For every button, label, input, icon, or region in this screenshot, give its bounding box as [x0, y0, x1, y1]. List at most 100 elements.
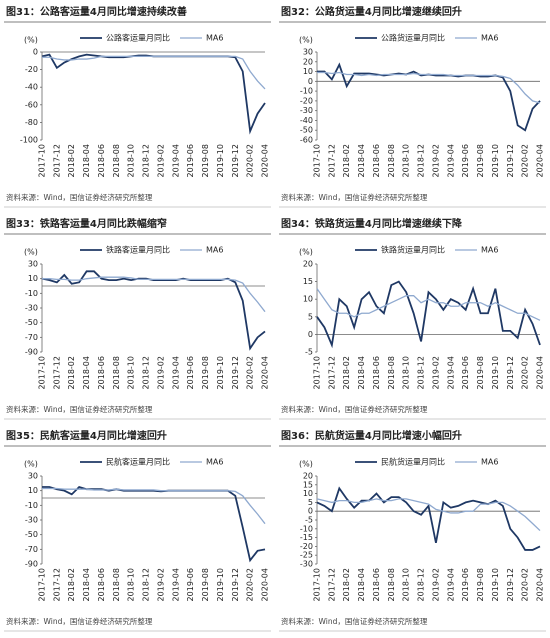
y-tick-label: -20 — [300, 542, 313, 551]
x-tick-label: 2019-04 — [446, 144, 455, 177]
x-tick-label: 2018-06 — [372, 356, 381, 389]
x-tick-label: 2020-04 — [536, 568, 545, 601]
x-tick-label: 2019-08 — [201, 568, 210, 601]
x-tick-label: 2019-10 — [216, 356, 225, 389]
x-tick-label: 2019-10 — [491, 356, 500, 389]
x-tick-label: 2018-12 — [142, 568, 151, 601]
x-tick-label: 2018-10 — [402, 356, 411, 389]
x-tick-label: 2018-12 — [417, 356, 426, 389]
y-tick-label: 10 — [303, 489, 313, 498]
x-tick-label: 2020-04 — [261, 356, 270, 389]
x-tick-label: 2017-10 — [313, 144, 322, 177]
y-tick-label: -70 — [25, 333, 38, 342]
x-tick-label: 2017-12 — [52, 356, 61, 389]
x-tick-label: 2019-04 — [446, 356, 455, 389]
x-tick-label: 2017-12 — [52, 144, 61, 177]
x-tick-label: 2018-06 — [372, 568, 381, 601]
x-tick-label: 2019-12 — [506, 568, 515, 601]
x-tick-label: 2019-02 — [431, 356, 440, 389]
y-tick-label: -50 — [300, 126, 313, 135]
y-axis-label: (%) — [24, 36, 38, 45]
series-line — [317, 71, 541, 104]
x-tick-label: 2018-02 — [342, 356, 351, 389]
y-tick-label: -70 — [25, 545, 38, 554]
x-tick-label: 2018-10 — [127, 356, 136, 389]
chart-title: 图32：公路货运量4月同比增速继续回升 — [281, 5, 462, 18]
x-tick-label: 2020-04 — [261, 568, 270, 601]
series-line — [42, 55, 266, 90]
x-tick-label: 2018-08 — [112, 568, 121, 601]
x-tick-label: 2018-08 — [387, 356, 396, 389]
x-tick-label: 2017-10 — [38, 356, 47, 389]
x-tick-label: 2019-12 — [231, 144, 240, 177]
y-tick-label: 30 — [303, 48, 313, 57]
y-tick-label: -20 — [300, 96, 313, 105]
legend-label: MA6 — [481, 458, 498, 467]
x-tick-label: 2019-06 — [186, 356, 195, 389]
legend-label: 民航客运量月同比 — [106, 457, 170, 467]
y-tick-label: 15 — [303, 480, 313, 489]
x-tick-label: 2017-10 — [313, 568, 322, 601]
x-tick-label: 2018-10 — [127, 568, 136, 601]
x-tick-label: 2018-10 — [402, 568, 411, 601]
x-tick-label: 2019-06 — [461, 144, 470, 177]
chart-title: 图31：公路客运量4月同比增速持续改善 — [6, 5, 187, 18]
chart-panel: 图36：民航货运量4月同比增速小幅回升资料来源：Wind，国信证券经济研究所整理… — [279, 429, 546, 632]
y-tick-label: -90 — [25, 560, 38, 569]
x-tick-label: 2018-10 — [127, 144, 136, 177]
y-tick-label: 10 — [303, 67, 313, 76]
source-note: 资料来源：Wind，国信证券经济研究所整理 — [281, 404, 428, 414]
x-tick-label: 2019-04 — [171, 356, 180, 389]
source-note: 资料来源：Wind，国信证券经济研究所整理 — [281, 616, 428, 626]
y-tick-label: -5 — [305, 348, 313, 357]
x-tick-label: 2019-06 — [461, 356, 470, 389]
x-tick-label: 2019-06 — [186, 144, 195, 177]
x-tick-label: 2019-06 — [461, 568, 470, 601]
x-tick-label: 2018-06 — [97, 356, 106, 389]
chart-panel: 图31：公路客运量4月同比增速持续改善资料来源：Wind，国信证券经济研究所整理… — [4, 5, 271, 208]
x-tick-label: 2018-08 — [112, 144, 121, 177]
x-tick-label: 2018-04 — [82, 356, 91, 389]
x-tick-label: 2020-02 — [246, 568, 255, 601]
y-tick-label: -15 — [300, 533, 313, 542]
y-tick-label: -30 — [300, 560, 313, 569]
y-tick-label: 0 — [308, 330, 313, 339]
series-line — [42, 487, 266, 525]
series-line — [316, 498, 541, 532]
y-tick-label: -20 — [25, 65, 38, 74]
x-tick-label: 2017-12 — [327, 568, 336, 601]
source-note: 资料来源：Wind，国信证券经济研究所整理 — [281, 192, 428, 202]
x-tick-label: 2017-10 — [38, 144, 47, 177]
y-tick-label: -50 — [25, 318, 38, 327]
y-tick-label: 0 — [308, 77, 313, 86]
y-tick-label: -90 — [25, 348, 38, 357]
x-tick-label: 2017-12 — [327, 144, 336, 177]
y-tick-label: 10 — [28, 486, 38, 495]
x-tick-label: 2019-08 — [476, 144, 485, 177]
series-line — [316, 486, 541, 551]
x-tick-label: 2018-02 — [67, 144, 76, 177]
legend-label: 公路客运量月同比 — [106, 33, 170, 43]
y-tick-label: 20 — [303, 57, 313, 66]
y-tick-label: -30 — [25, 304, 38, 313]
x-tick-label: 2019-04 — [171, 568, 180, 601]
x-tick-label: 2020-04 — [261, 144, 270, 177]
y-tick-label: -30 — [25, 516, 38, 525]
y-tick-label: 20 — [303, 260, 313, 269]
x-tick-label: 2020-02 — [246, 356, 255, 389]
source-note: 资料来源：Wind，国信证券经济研究所整理 — [6, 616, 153, 626]
y-tick-label: -80 — [25, 118, 38, 127]
y-tick-label: 0 — [308, 507, 313, 516]
y-tick-label: 15 — [303, 277, 313, 286]
x-tick-label: 2018-02 — [67, 356, 76, 389]
series-line — [316, 288, 541, 321]
x-tick-label: 2018-02 — [342, 568, 351, 601]
y-tick-label: 30 — [28, 260, 38, 269]
x-tick-label: 2018-10 — [402, 144, 411, 177]
legend-label: 民航货运量月同比 — [381, 457, 445, 467]
x-tick-label: 2018-12 — [142, 144, 151, 177]
y-tick-label: -30 — [300, 106, 313, 115]
